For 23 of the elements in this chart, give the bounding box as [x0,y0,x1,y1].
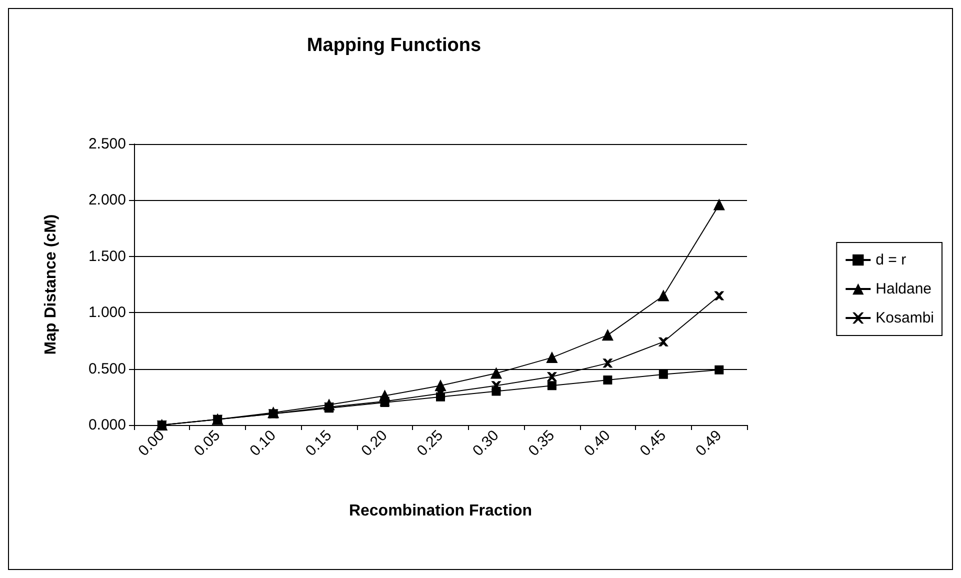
x-tick-label: 0.35 [525,426,558,460]
x-tick-label: 0.20 [358,426,391,460]
y-tick-label: 0.000 [88,416,126,434]
x-tick-label: 0.05 [190,426,224,460]
x-axis-title: Recombination Fraction [348,502,532,520]
y-tick-label: 2.500 [88,136,126,152]
x-tick-label: 0.49 [692,426,726,460]
x-tick-label: 0.40 [581,426,614,460]
x-tick-label: 0.45 [636,426,670,460]
y-tick-label: 0.500 [88,360,126,378]
x-tick-label: 0.10 [246,426,280,460]
legend-label: Kosambi [876,310,934,326]
x-tick-label: 0.15 [302,426,336,460]
y-tick-label: 1.500 [88,248,126,265]
legend-label: d = r [876,252,906,268]
x-tick-label: 0.00 [135,426,168,460]
x-tick-label: 0.30 [470,426,502,460]
chart-title: Mapping Functions [306,35,482,56]
y-tick-label: 1.000 [88,304,126,322]
legend-label: Haldane [876,280,932,298]
y-tick-label: 2.000 [88,192,126,209]
y-axis-title: Map Distance (cM) [42,214,60,355]
x-tick-label: 0.25 [414,426,447,460]
